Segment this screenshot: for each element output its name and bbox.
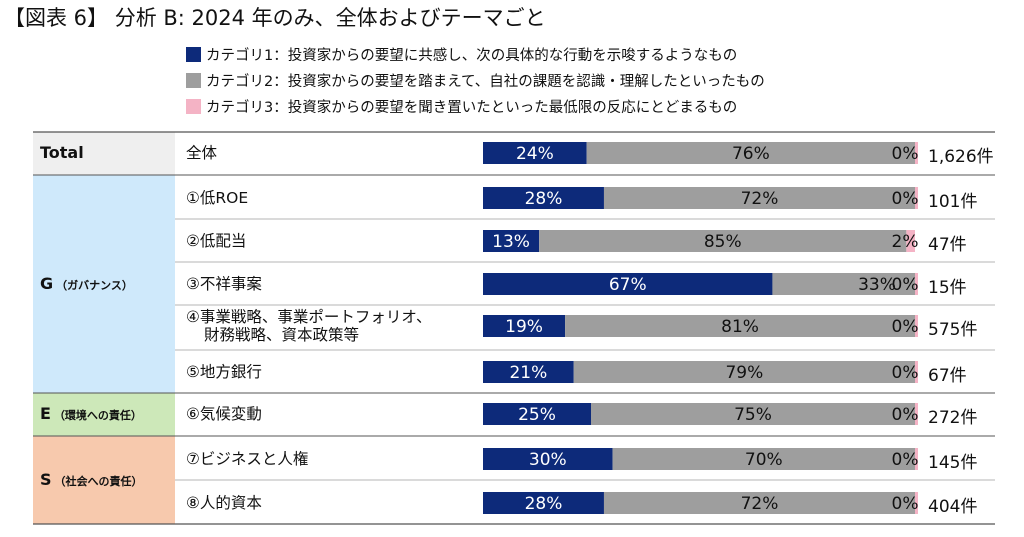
bar-label-3-row-2: 2% — [892, 232, 919, 252]
count-label-1: 101件 — [928, 192, 978, 212]
bar-1-row-1 — [483, 187, 604, 209]
group-label-3: S （社会への責任） — [40, 470, 143, 489]
bar-label-1-row-3: 67% — [609, 275, 647, 295]
group-cell-1 — [33, 175, 175, 393]
bar-3-row-7 — [915, 448, 918, 470]
count-label-6: 272件 — [928, 408, 978, 428]
bar-2-row-3 — [772, 273, 915, 295]
legend-label-category1: カテゴリ1：投資家からの要望に共感し、次の具体的な行動を示唆するようなもの — [206, 48, 738, 64]
bar-label-3-row-7: 0% — [892, 450, 919, 470]
row-label-0: 全体 — [186, 144, 218, 162]
bar-3-row-2 — [906, 230, 915, 252]
row-label-3: ③不祥事案 — [186, 275, 262, 293]
bar-2-row-0 — [586, 142, 915, 164]
count-label-0: 1,626件 — [928, 147, 994, 167]
bar-1-row-7 — [483, 448, 613, 470]
bar-2-row-7 — [612, 448, 915, 470]
bar-1-row-0 — [483, 142, 587, 164]
bar-label-3-row-5: 0% — [892, 363, 919, 383]
bar-label-2-row-3: 33% — [858, 275, 896, 295]
bar-1-row-5 — [483, 361, 574, 383]
bar-1-row-8 — [483, 492, 604, 514]
legend-label-category3: カテゴリ3：投資家からの要望を聞き置いたといった最低限の反応にとどまるもの — [206, 100, 738, 116]
bar-2-row-5 — [573, 361, 915, 383]
legend-swatch-category3 — [186, 99, 201, 114]
bar-3-row-0 — [915, 142, 918, 164]
row-label-8: ⑧人的資本 — [186, 494, 262, 512]
bar-1-row-3 — [483, 273, 773, 295]
bar-2-row-8 — [603, 492, 915, 514]
bar-1-row-2 — [483, 230, 540, 252]
count-label-4: 575件 — [928, 320, 978, 340]
bar-3-row-3 — [915, 273, 918, 295]
bar-label-2-row-8: 72% — [741, 494, 779, 514]
bar-label-1-row-0: 24% — [516, 144, 554, 164]
row-label-5: ⑤地方銀行 — [186, 363, 262, 381]
bar-label-3-row-8: 0% — [892, 494, 919, 514]
bar-label-3-row-4: 0% — [892, 317, 919, 337]
bar-2-row-1 — [603, 187, 915, 209]
bar-2-row-2 — [539, 230, 907, 252]
legend-swatch-category2 — [186, 73, 201, 88]
bar-label-1-row-2: 13% — [492, 232, 530, 252]
count-label-7: 145件 — [928, 453, 978, 473]
row-label-7: ⑦ビジネスと人権 — [186, 450, 309, 468]
legend-item-category2: カテゴリ2：投資家からの要望を踏まえて、自社の課題を認識・理解したといったもの — [186, 70, 765, 91]
group-cell-2 — [33, 393, 175, 436]
bar-label-2-row-2: 85% — [704, 232, 742, 252]
bar-label-2-row-6: 75% — [734, 405, 772, 425]
count-label-5: 67件 — [928, 366, 967, 386]
bar-2-row-6 — [591, 403, 915, 425]
bar-3-row-8 — [915, 492, 918, 514]
row-label-6: ⑥気候変動 — [186, 405, 262, 423]
legend-item-category3: カテゴリ3：投資家からの要望を聞き置いたといった最低限の反応にとどまるもの — [186, 96, 737, 117]
legend-swatch-category1 — [186, 47, 201, 62]
row-label-2: ②低配当 — [186, 232, 247, 250]
bar-label-1-row-8: 28% — [525, 494, 563, 514]
bar-label-2-row-1: 72% — [741, 189, 779, 209]
bar-label-2-row-5: 79% — [725, 363, 763, 383]
bar-2-row-4 — [565, 315, 915, 337]
bar-label-3-row-0: 0% — [892, 144, 919, 164]
legend-label-category2: カテゴリ2：投資家からの要望を踏まえて、自社の課題を認識・理解したといったもの — [206, 74, 765, 90]
bar-label-1-row-6: 25% — [518, 405, 556, 425]
group-label-2: E （環境への責任） — [40, 404, 142, 423]
bar-3-row-5 — [915, 361, 918, 383]
bar-label-2-row-4: 81% — [721, 317, 759, 337]
bar-label-1-row-1: 28% — [525, 189, 563, 209]
group-cell-0 — [33, 132, 175, 175]
group-label-0: Total — [40, 143, 84, 162]
row-label-4: ④事業戦略、事業ポートフォリオ、 財務戦略、資本政策等 — [186, 308, 432, 344]
count-label-3: 15件 — [928, 278, 967, 298]
count-label-2: 47件 — [928, 235, 967, 255]
legend-item-category1: カテゴリ1：投資家からの要望に共感し、次の具体的な行動を示唆するようなもの — [186, 44, 737, 65]
count-label-8: 404件 — [928, 497, 978, 517]
group-cell-3 — [33, 436, 175, 524]
bar-3-row-6 — [915, 403, 918, 425]
bar-3-row-1 — [915, 187, 918, 209]
bar-label-2-row-0: 76% — [732, 144, 770, 164]
bar-1-row-4 — [483, 315, 566, 337]
bar-label-1-row-4: 19% — [505, 317, 543, 337]
bar-label-1-row-5: 21% — [509, 363, 547, 383]
bar-label-2-row-7: 70% — [745, 450, 783, 470]
bar-3-row-4 — [915, 315, 918, 337]
bar-label-3-row-1: 0% — [892, 189, 919, 209]
bar-label-3-row-6: 0% — [892, 405, 919, 425]
bar-label-3-row-3: 0% — [892, 275, 919, 295]
bar-label-1-row-7: 30% — [529, 450, 567, 470]
chart-title: 【図表 6】 分析 B: 2024 年のみ、全体およびテーマごと — [4, 6, 546, 30]
bar-1-row-6 — [483, 403, 591, 425]
row-label-1: ①低ROE — [186, 189, 249, 207]
group-label-1: G （ガバナンス） — [40, 274, 133, 293]
